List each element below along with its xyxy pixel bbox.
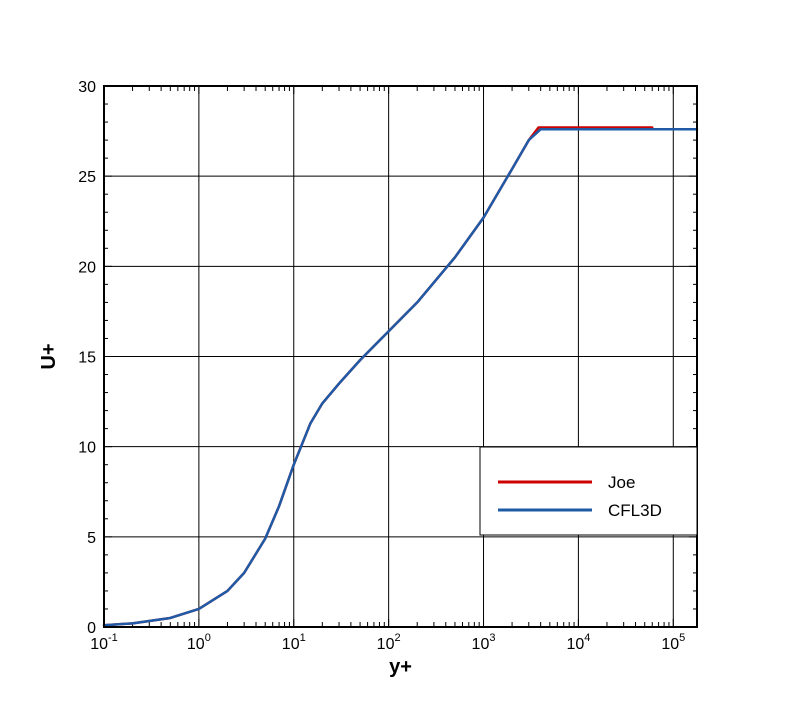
y-tick-label: 10 (78, 440, 96, 457)
legend: Joe CFL3D (479, 446, 698, 536)
y-tick-labels: 0 5 10 15 20 25 30 (78, 79, 96, 637)
x-tick-label: 102 (377, 632, 401, 653)
x-tick-label: 101 (282, 632, 306, 653)
x-tick-label: 103 (472, 632, 496, 653)
plot-frame (103, 85, 698, 628)
legend-box (479, 446, 698, 536)
legend-label-cfl3d: CFL3D (608, 501, 662, 520)
x-tick-label: 104 (566, 632, 590, 653)
y-axis-title: U+ (38, 343, 60, 369)
y-tick-label: 0 (87, 620, 96, 637)
x-axis-title: y+ (389, 656, 412, 678)
x-tick-label: 105 (661, 632, 685, 653)
series-line-cfl3d (102, 128, 699, 627)
series-group (102, 126, 699, 627)
legend-label-joe: Joe (608, 473, 635, 492)
y-tick-label: 15 (78, 350, 96, 367)
y-tick-label: 25 (78, 169, 96, 186)
x-tick-label: 10-1 (90, 632, 118, 653)
y-tick-label: 30 (78, 79, 96, 96)
y-tick-label: 5 (87, 530, 96, 547)
x-tick-label: 100 (187, 632, 211, 653)
x-tick-labels: 10-1 100 101 102 103 104 105 (90, 632, 685, 653)
y-tick-label: 20 (78, 259, 96, 276)
